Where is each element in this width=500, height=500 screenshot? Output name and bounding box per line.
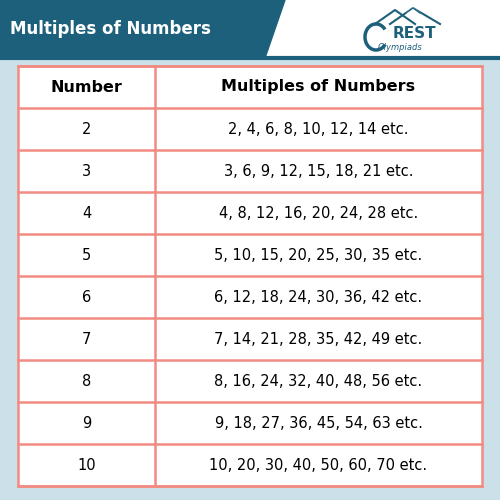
Bar <box>18 66 482 486</box>
Text: 6: 6 <box>82 290 91 304</box>
Text: 10, 20, 30, 40, 50, 60, 70 etc.: 10, 20, 30, 40, 50, 60, 70 etc. <box>210 458 428 472</box>
Text: Olympiads: Olympiads <box>378 42 422 51</box>
Text: 9, 18, 27, 36, 45, 54, 63 etc.: 9, 18, 27, 36, 45, 54, 63 etc. <box>214 416 422 430</box>
Text: 5, 10, 15, 20, 25, 30, 35 etc.: 5, 10, 15, 20, 25, 30, 35 etc. <box>214 248 422 262</box>
Text: 6, 12, 18, 24, 30, 36, 42 etc.: 6, 12, 18, 24, 30, 36, 42 etc. <box>214 290 422 304</box>
Text: 8, 16, 24, 32, 40, 48, 56 etc.: 8, 16, 24, 32, 40, 48, 56 etc. <box>214 374 422 388</box>
Text: 9: 9 <box>82 416 91 430</box>
Text: 3: 3 <box>82 164 91 178</box>
Text: 7, 14, 21, 28, 35, 42, 49 etc.: 7, 14, 21, 28, 35, 42, 49 etc. <box>214 332 422 346</box>
Text: 4, 8, 12, 16, 20, 24, 28 etc.: 4, 8, 12, 16, 20, 24, 28 etc. <box>219 206 418 220</box>
Text: REST: REST <box>393 26 436 42</box>
Polygon shape <box>0 0 285 58</box>
Text: Number: Number <box>50 80 122 94</box>
Text: 8: 8 <box>82 374 91 388</box>
Bar <box>0 0 500 58</box>
Text: Multiples of Numbers: Multiples of Numbers <box>222 80 416 94</box>
Text: 4: 4 <box>82 206 91 220</box>
Text: 2, 4, 6, 8, 10, 12, 14 etc.: 2, 4, 6, 8, 10, 12, 14 etc. <box>228 122 408 136</box>
Text: Multiples of Numbers: Multiples of Numbers <box>10 20 211 38</box>
Text: 10: 10 <box>77 458 96 472</box>
Text: 3, 6, 9, 12, 15, 18, 21 etc.: 3, 6, 9, 12, 15, 18, 21 etc. <box>224 164 413 178</box>
Text: 5: 5 <box>82 248 91 262</box>
Text: 7: 7 <box>82 332 91 346</box>
Text: 2: 2 <box>82 122 91 136</box>
Polygon shape <box>406 8 420 13</box>
